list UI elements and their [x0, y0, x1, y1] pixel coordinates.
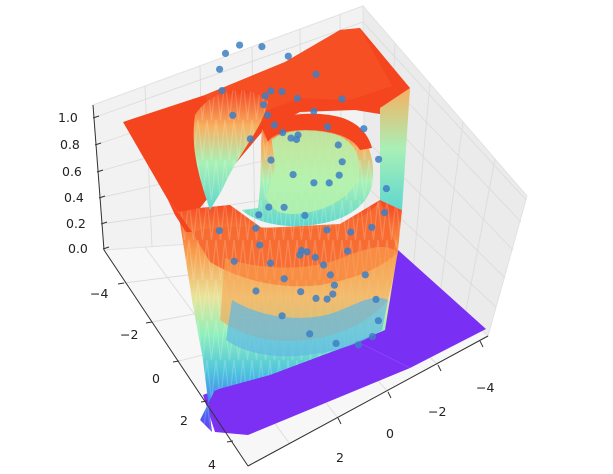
- scatter-point: [375, 155, 383, 163]
- scatter-point: [230, 257, 238, 265]
- scatter-point: [354, 341, 362, 349]
- scatter-point: [301, 211, 309, 219]
- scatter-point: [229, 111, 237, 119]
- scatter-point: [330, 281, 338, 289]
- scatter-point: [267, 87, 275, 95]
- x-tick-label: 2: [336, 450, 344, 465]
- y-tick-label: −2: [120, 327, 138, 342]
- scatter-point: [312, 294, 320, 302]
- scatter-point: [261, 92, 269, 100]
- surface: [123, 28, 486, 435]
- y-tick-label: −4: [90, 286, 108, 301]
- scatter-point: [361, 271, 369, 279]
- scatter-point: [260, 101, 268, 109]
- surface-inner-top-band: [262, 113, 372, 150]
- scatter-point: [381, 209, 389, 217]
- scatter-point: [292, 135, 301, 144]
- scatter-point: [287, 134, 295, 142]
- scatter-point: [293, 94, 301, 102]
- scatter-point: [338, 158, 346, 166]
- x-tick-label: −2: [428, 404, 446, 419]
- scatter-point: [332, 339, 340, 347]
- scatter-point: [374, 317, 382, 325]
- z-axis-ticks: 1.0 0.8 0.6 0.4 0.2 0.0: [58, 110, 110, 256]
- scatter-point: [255, 211, 263, 219]
- y-axis-ticks: −4 −2 0 2 4: [90, 282, 234, 472]
- scatter-point: [310, 107, 318, 115]
- scatter-point: [323, 123, 332, 131]
- y-tick-label: 0: [152, 371, 160, 386]
- x-axis-ticks: 2 0 −2 −4: [336, 340, 494, 465]
- scatter-point: [347, 228, 355, 236]
- scatter-point: [266, 259, 275, 267]
- scatter-point: [256, 241, 264, 249]
- scatter-point: [360, 125, 368, 133]
- scatter-point: [312, 70, 320, 78]
- scatter-point: [368, 333, 377, 341]
- z-tick-label: 0.6: [62, 164, 82, 179]
- scatter-point: [326, 271, 334, 279]
- scatter-point: [311, 253, 319, 261]
- scatter-point: [368, 223, 376, 231]
- x-axis-line: [247, 335, 489, 467]
- scatter-point: [372, 295, 380, 303]
- surface-upper-dip-stripes: [193, 90, 268, 210]
- scatter-point: [280, 203, 288, 211]
- z-tick-label: 0.4: [64, 190, 84, 205]
- scatter-point: [216, 65, 224, 73]
- scatter-point: [297, 288, 305, 296]
- scatter-point: [236, 41, 244, 49]
- scatter-point: [215, 227, 223, 235]
- surface-low-region: [350, 250, 486, 368]
- y-tick-label: 4: [208, 457, 216, 472]
- scatter-point: [221, 49, 230, 58]
- scatter-point: [338, 95, 346, 103]
- surface-inner-core: [266, 130, 360, 214]
- scatter-point: [323, 226, 331, 234]
- y-axis-line: [103, 249, 249, 467]
- x-tick-label: −4: [476, 380, 494, 395]
- scatter-point: [278, 88, 286, 96]
- scatter-point: [297, 246, 306, 255]
- scatter-point: [218, 87, 226, 95]
- scatter-points: [215, 41, 390, 349]
- scatter-point: [344, 247, 352, 255]
- scatter-point: [278, 312, 286, 320]
- scatter-point: [382, 185, 390, 193]
- scatter-point: [289, 171, 297, 179]
- z-tick-label: 0.8: [60, 137, 80, 152]
- scatter-point: [320, 261, 328, 269]
- scatter-point: [329, 290, 337, 298]
- scatter-point: [246, 135, 254, 143]
- z-tick-label: 1.0: [58, 110, 78, 125]
- scatter-point: [279, 129, 287, 137]
- surface-mid-spiral-low: [226, 297, 388, 357]
- z-axis-line: [92, 104, 105, 251]
- scatter-point: [280, 275, 288, 283]
- scatter-point: [267, 156, 275, 164]
- scatter-point: [325, 179, 333, 187]
- scatter-point: [335, 171, 343, 179]
- scatter-point: [303, 248, 311, 256]
- scatter-point: [264, 111, 272, 119]
- scatter-point: [334, 141, 342, 149]
- scatter-point: [258, 43, 266, 51]
- scatter-point: [252, 287, 260, 295]
- z-tick-label: 0.2: [66, 216, 86, 231]
- scatter-point: [306, 330, 314, 338]
- scatter-point: [270, 121, 278, 129]
- scatter-point: [265, 203, 273, 211]
- surface-right-wall: [380, 88, 410, 210]
- x-tick-label: 0: [386, 426, 394, 441]
- scatter-point: [252, 224, 260, 232]
- surface-low-edge: [203, 338, 410, 435]
- y-tick-label: 2: [180, 413, 188, 428]
- axes: [92, 104, 489, 467]
- surface-left-step: [168, 200, 192, 232]
- z-tick-label: 0.0: [68, 241, 88, 256]
- scatter-point: [284, 52, 292, 60]
- scatter-point: [323, 295, 331, 303]
- scatter-point: [310, 179, 318, 187]
